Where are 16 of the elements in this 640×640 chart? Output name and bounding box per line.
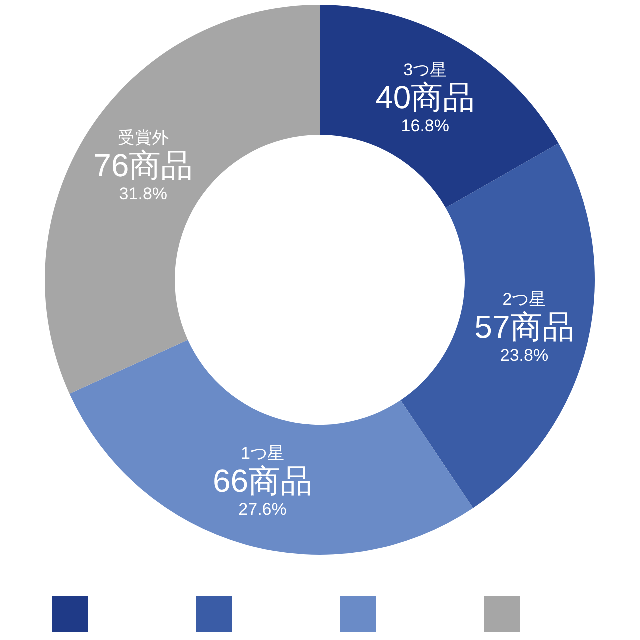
donut-slice	[400, 144, 595, 508]
text: 23.8%	[500, 346, 549, 365]
slice-label: 2つ星	[502, 290, 546, 309]
data-label: 66商品	[212, 463, 313, 500]
slice-label: 受賞外	[118, 128, 169, 148]
donut-slice	[320, 5, 559, 208]
text: 31.8%	[119, 184, 168, 204]
data-label: 57商品	[474, 308, 574, 345]
text: 27.6%	[238, 500, 287, 520]
data-label: 76商品	[94, 147, 194, 184]
text: 16.8%	[401, 116, 450, 136]
slice-label: 1つ星	[241, 444, 284, 464]
donut-slice	[70, 340, 474, 555]
data-label: 40商品	[376, 79, 476, 116]
donut-slice	[45, 5, 320, 394]
slice-label: 3つ星	[404, 60, 448, 80]
